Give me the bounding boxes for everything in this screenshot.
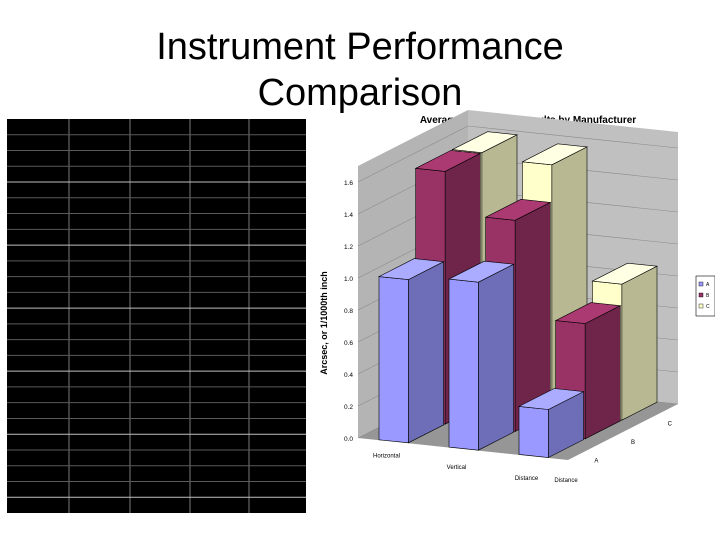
- x-axis-label: Distance: [554, 478, 578, 484]
- y-tick-label: 1.4: [344, 212, 353, 219]
- y-tick-label: 1.0: [344, 276, 353, 283]
- y-axis-label: Arcsec, or 1/1000th inch: [319, 271, 329, 375]
- y-tick-label: 0.8: [344, 308, 353, 315]
- legend-swatch: [698, 292, 704, 298]
- table-background: [7, 119, 306, 513]
- bar-A-distance: [517, 388, 585, 458]
- legend-label: B: [706, 293, 710, 299]
- legend-swatch: [698, 303, 704, 309]
- slide-title-line-1: Instrument Performance: [156, 26, 564, 68]
- x-category-label: Horizontal: [373, 454, 400, 460]
- y-tick-label: 0.6: [344, 340, 353, 347]
- series-depth-label: A: [594, 459, 598, 465]
- x-category-label: Distance: [515, 476, 539, 482]
- legend-label: A: [706, 282, 710, 288]
- series-depth-label: C: [668, 421, 673, 427]
- slide-title: Instrument Performance Comparison: [0, 24, 720, 116]
- y-gridline: [357, 125, 679, 183]
- uncertainty-chart: Average Uncertainty Results by Manufactu…: [319, 110, 715, 484]
- y-tick-label: 1.2: [344, 244, 353, 251]
- legend-swatch: [698, 281, 704, 287]
- y-tick-label: 0.2: [344, 404, 353, 411]
- series-depth-label: B: [631, 440, 635, 446]
- bar-A-vertical: [447, 260, 515, 451]
- y-tick-label: 0.4: [344, 372, 353, 379]
- slide-title-line-2: Comparison: [257, 72, 463, 114]
- comparison-table: [7, 119, 306, 513]
- legend-label: C: [706, 304, 710, 310]
- bar-A-horizontal: [377, 258, 445, 444]
- x-category-label: Vertical: [447, 465, 467, 471]
- y-tick-label: 0.0: [344, 436, 353, 443]
- y-tick-label: 1.6: [344, 180, 353, 187]
